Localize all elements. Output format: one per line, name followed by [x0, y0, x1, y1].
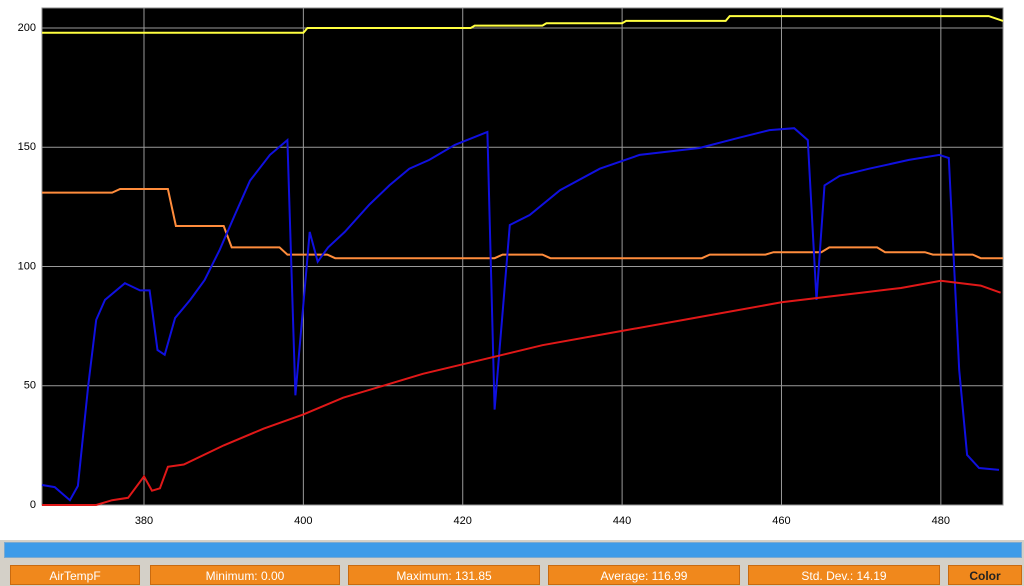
progress-bar	[4, 542, 1022, 558]
x-tick-label: 400	[294, 515, 312, 527]
y-tick-label: 50	[24, 380, 36, 392]
x-tick-label: 440	[613, 515, 631, 527]
series-line	[42, 15, 1004, 34]
status-button[interactable]: Average: 116.99	[548, 565, 740, 585]
status-button[interactable]: Std. Dev.: 14.19	[748, 565, 940, 585]
plot-area	[41, 7, 1004, 506]
status-button[interactable]: AirTempF	[10, 565, 140, 585]
x-tick-label: 380	[135, 515, 153, 527]
x-tick-label: 460	[772, 515, 790, 527]
chart: 0 50 100 150 200 380 400 420 440 460 480	[0, 0, 1024, 540]
x-tick-label: 480	[932, 515, 950, 527]
y-tick-label: 150	[18, 141, 36, 153]
y-tick-label: 100	[18, 260, 36, 272]
status-button[interactable]: Color	[948, 565, 1022, 585]
series-line	[42, 279, 1001, 506]
series-line	[42, 188, 1003, 260]
y-tick-label: 200	[18, 22, 36, 34]
x-tick-label: 420	[454, 515, 472, 527]
status-button[interactable]: Minimum: 0.00	[150, 565, 340, 585]
series-line	[41, 127, 1000, 502]
status-button[interactable]: Maximum: 131.85	[348, 565, 540, 585]
y-tick-label: 0	[30, 499, 36, 511]
